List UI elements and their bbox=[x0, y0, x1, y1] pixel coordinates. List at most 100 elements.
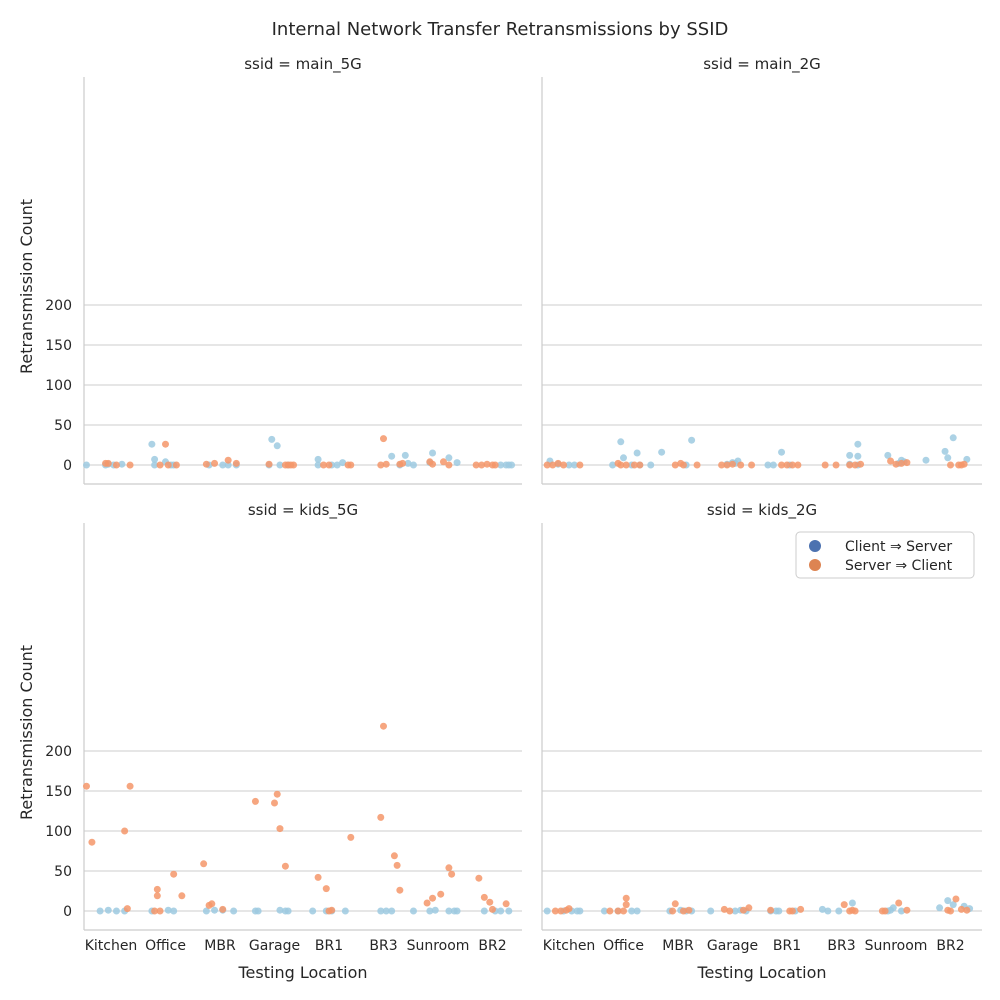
data-point-c2s bbox=[480, 907, 488, 915]
data-point-c2s bbox=[884, 451, 892, 459]
data-point-s2c bbox=[281, 862, 289, 870]
y-axis-label: Retransmission Count bbox=[17, 645, 36, 820]
data-point-s2c bbox=[271, 799, 278, 807]
data-point-s2c bbox=[783, 461, 791, 469]
data-point-s2c bbox=[380, 435, 387, 443]
x-tick-label: Garage bbox=[707, 938, 758, 954]
data-point-s2c bbox=[576, 461, 584, 469]
data-point-s2c bbox=[630, 461, 638, 469]
x-tick-label: Sunroom bbox=[407, 938, 470, 954]
x-tick-label: BR2 bbox=[478, 938, 506, 954]
y-tick-label: 200 bbox=[45, 744, 72, 760]
data-point-c2s bbox=[936, 904, 944, 912]
data-point-c2s bbox=[897, 907, 905, 915]
data-point-c2s bbox=[151, 455, 159, 463]
data-point-c2s bbox=[628, 907, 636, 915]
data-point-s2c bbox=[957, 905, 965, 913]
data-point-s2c bbox=[429, 460, 437, 468]
data-point-s2c bbox=[486, 898, 494, 906]
data-point-s2c bbox=[448, 870, 456, 878]
data-point-c2s bbox=[497, 461, 505, 469]
data-point-c2s bbox=[276, 906, 284, 914]
data-point-s2c bbox=[121, 827, 129, 835]
data-point-c2s bbox=[96, 907, 104, 915]
data-point-s2c bbox=[126, 461, 134, 469]
panel-title: ssid = kids_2G bbox=[707, 501, 817, 520]
data-point-c2s bbox=[854, 440, 862, 448]
data-point-s2c bbox=[851, 461, 859, 469]
x-tick-label: BR3 bbox=[369, 938, 397, 954]
x-tick-label: BR3 bbox=[827, 938, 855, 954]
data-point-c2s bbox=[620, 454, 627, 462]
data-point-s2c bbox=[200, 860, 208, 868]
data-point-s2c bbox=[82, 782, 90, 790]
data-point-c2s bbox=[82, 461, 90, 469]
data-point-s2c bbox=[797, 905, 805, 913]
data-point-s2c bbox=[178, 892, 186, 900]
y-axis-label: Retransmission Count bbox=[17, 199, 36, 374]
data-point-c2s bbox=[688, 436, 696, 444]
data-point-c2s bbox=[565, 461, 573, 469]
data-point-c2s bbox=[889, 904, 897, 912]
y-tick-label: 100 bbox=[45, 824, 72, 840]
data-point-c2s bbox=[944, 897, 952, 905]
data-point-s2c bbox=[377, 813, 385, 821]
data-point-s2c bbox=[314, 873, 322, 881]
data-point-c2s bbox=[505, 907, 513, 915]
legend-label: Client ⇒ Server bbox=[845, 539, 952, 555]
data-point-c2s bbox=[401, 451, 409, 459]
data-point-s2c bbox=[788, 907, 796, 915]
data-point-c2s bbox=[835, 907, 843, 915]
data-point-c2s bbox=[276, 461, 284, 469]
panel-title: ssid = main_5G bbox=[244, 55, 362, 74]
data-point-s2c bbox=[617, 461, 625, 469]
data-point-c2s bbox=[576, 907, 584, 915]
data-point-s2c bbox=[377, 461, 385, 469]
x-tick-label: BR1 bbox=[315, 938, 343, 954]
data-point-s2c bbox=[679, 907, 687, 915]
data-point-s2c bbox=[840, 901, 848, 909]
data-point-s2c bbox=[153, 892, 161, 900]
x-axis-label: Testing Location bbox=[696, 963, 826, 982]
data-point-s2c bbox=[483, 460, 491, 468]
data-point-c2s bbox=[254, 907, 262, 915]
data-point-s2c bbox=[718, 461, 726, 469]
data-point-s2c bbox=[723, 461, 731, 469]
data-point-s2c bbox=[947, 461, 954, 469]
data-point-c2s bbox=[211, 906, 219, 914]
data-point-s2c bbox=[445, 864, 453, 872]
panel-title: ssid = kids_5G bbox=[248, 501, 358, 520]
data-point-s2c bbox=[393, 861, 401, 869]
data-point-s2c bbox=[489, 905, 496, 913]
data-point-s2c bbox=[439, 458, 447, 466]
data-point-c2s bbox=[775, 907, 783, 915]
data-point-s2c bbox=[887, 457, 895, 465]
x-axis-label: Testing Location bbox=[237, 963, 367, 982]
data-point-c2s bbox=[339, 459, 347, 467]
data-point-s2c bbox=[622, 894, 630, 902]
data-point-s2c bbox=[112, 461, 120, 469]
data-point-c2s bbox=[382, 907, 390, 915]
data-point-c2s bbox=[164, 906, 172, 914]
data-point-s2c bbox=[554, 459, 562, 467]
data-point-s2c bbox=[170, 870, 178, 878]
data-point-s2c bbox=[104, 459, 112, 467]
data-point-c2s bbox=[314, 455, 322, 463]
data-point-c2s bbox=[609, 461, 617, 469]
data-point-s2c bbox=[614, 907, 622, 915]
panel-ssid-main-2g: ssid = main_2G bbox=[541, 55, 982, 485]
data-point-c2s bbox=[769, 461, 777, 469]
chart-title: Internal Network Transfer Retransmission… bbox=[272, 19, 729, 40]
panel-title: ssid = main_2G bbox=[703, 55, 821, 74]
x-tick-label: Kitchen bbox=[85, 938, 138, 954]
data-point-s2c bbox=[322, 885, 330, 893]
data-point-s2c bbox=[557, 907, 565, 915]
data-point-s2c bbox=[622, 461, 630, 469]
data-point-s2c bbox=[347, 833, 355, 841]
data-point-s2c bbox=[429, 894, 437, 902]
data-point-c2s bbox=[778, 448, 786, 456]
data-point-c2s bbox=[508, 461, 516, 469]
data-point-c2s bbox=[230, 907, 238, 915]
data-point-c2s bbox=[707, 907, 715, 915]
data-point-c2s bbox=[543, 907, 551, 915]
